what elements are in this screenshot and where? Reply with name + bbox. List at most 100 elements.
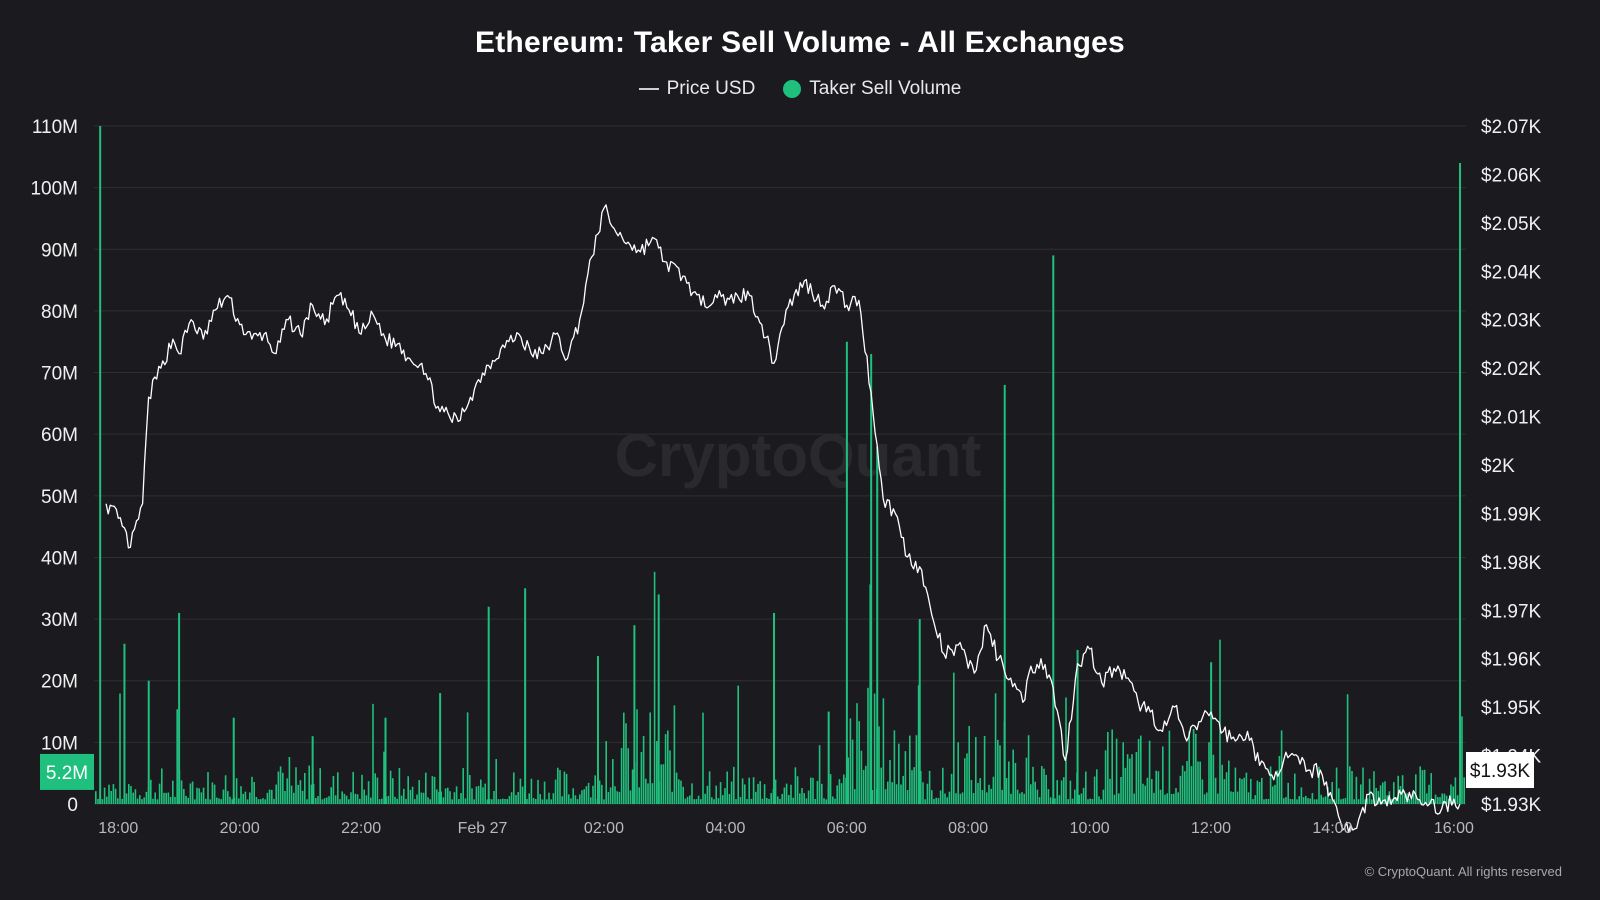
volume-bar: [429, 799, 431, 804]
volume-bar: [693, 799, 695, 804]
volume-bar: [559, 770, 561, 804]
volume-bar: [1283, 798, 1285, 804]
volume-bar: [1023, 793, 1025, 804]
volume-spike-bar: [918, 619, 921, 804]
volume-bar: [895, 784, 898, 804]
volume-bar: [1371, 799, 1373, 804]
volume-bar: [1214, 777, 1217, 804]
volume-bar: [548, 792, 550, 804]
volume-bar: [829, 774, 832, 804]
volume-bar: [581, 790, 583, 804]
volume-bar: [216, 797, 218, 804]
volume-bar: [308, 765, 310, 804]
volume-bar: [860, 750, 863, 804]
volume-bar: [161, 768, 163, 804]
volume-bar: [550, 799, 552, 804]
volume-bar: [348, 799, 350, 804]
volume-bar: [1445, 795, 1448, 804]
volume-bar: [145, 791, 148, 804]
volume-bar: [1135, 752, 1138, 804]
volume-spike-bar: [384, 717, 387, 804]
volume-bar: [462, 768, 464, 804]
volume-bar: [948, 791, 951, 804]
volume-bar: [880, 767, 882, 804]
volume-bar: [112, 784, 115, 804]
volume-bar: [1463, 777, 1465, 804]
volume-bar: [1058, 795, 1061, 804]
volume-bar: [337, 772, 339, 804]
volume-bar: [1340, 799, 1342, 804]
legend-item-volume[interactable]: Taker Sell Volume: [783, 78, 961, 100]
volume-bar: [1212, 754, 1215, 804]
volume-bar: [1030, 784, 1032, 804]
volume-bar: [823, 798, 825, 804]
volume-bar: [953, 672, 955, 804]
volume-bar: [1109, 778, 1111, 804]
volume-bar: [108, 784, 110, 804]
volume-bar: [1047, 789, 1050, 804]
volume-bar: [964, 758, 966, 804]
volume-bar: [1131, 754, 1133, 804]
volume-bar: [1190, 766, 1193, 804]
volume-bar: [1351, 770, 1353, 804]
volume-bar: [1344, 798, 1347, 804]
volume-bar: [801, 788, 803, 804]
volume-bar: [396, 798, 398, 804]
left-axis-tick-label: 40M: [41, 548, 78, 569]
volume-bar: [418, 780, 420, 804]
volume-bar: [739, 797, 742, 804]
volume-bar: [999, 745, 1001, 804]
volume-bar: [1016, 789, 1019, 804]
volume-bar: [229, 796, 231, 804]
volume-bar: [260, 799, 262, 804]
volume-bar: [924, 799, 926, 804]
volume-bar: [1309, 798, 1311, 804]
volume-bar: [473, 799, 475, 804]
volume-bar: [616, 791, 618, 804]
volume-bar: [715, 785, 717, 804]
volume-bar: [1254, 795, 1256, 804]
volume-bar: [1349, 766, 1351, 804]
volume-bar: [770, 793, 772, 804]
volume-bar: [330, 787, 332, 804]
volume-bar: [464, 798, 467, 804]
volume-bar: [719, 782, 722, 804]
volume-bar: [1239, 778, 1241, 804]
volume-bar: [532, 798, 535, 804]
volume-bar: [1302, 797, 1305, 804]
volume-bar: [130, 786, 132, 804]
volume-bar: [724, 788, 726, 804]
volume-bar: [350, 792, 352, 804]
volume-bar: [774, 779, 777, 804]
volume-bar: [818, 745, 821, 804]
volume-bar: [370, 797, 372, 804]
volume-bar: [407, 776, 409, 804]
volume-bar: [211, 782, 214, 804]
volume-bar: [359, 798, 361, 804]
volume-bar: [255, 796, 258, 804]
legend-item-price[interactable]: Price USD: [638, 78, 755, 100]
volume-bar: [733, 766, 735, 804]
copyright-footer: © CryptoQuant. All rights reserved: [1364, 864, 1562, 879]
volume-bar: [1096, 769, 1098, 804]
volume-bar: [128, 784, 130, 804]
volume-bar: [264, 799, 266, 804]
volume-bar: [794, 767, 797, 804]
volume-bar: [673, 705, 676, 804]
volume-bar: [1208, 742, 1210, 804]
volume-bar: [1203, 794, 1206, 804]
volume-bar: [653, 571, 656, 804]
volume-bar: [95, 791, 97, 804]
volume-bar: [268, 789, 271, 804]
volume-bar: [433, 776, 436, 804]
volume-spike-bar: [123, 643, 126, 804]
volume-bar: [750, 798, 753, 804]
volume-bar: [1100, 799, 1102, 804]
volume-bar: [1162, 746, 1164, 804]
volume-bar: [141, 799, 143, 804]
volume-bar: [836, 785, 838, 804]
volume-bar: [1439, 797, 1441, 804]
volume-bar: [851, 739, 854, 804]
volume-bar: [1032, 766, 1034, 804]
